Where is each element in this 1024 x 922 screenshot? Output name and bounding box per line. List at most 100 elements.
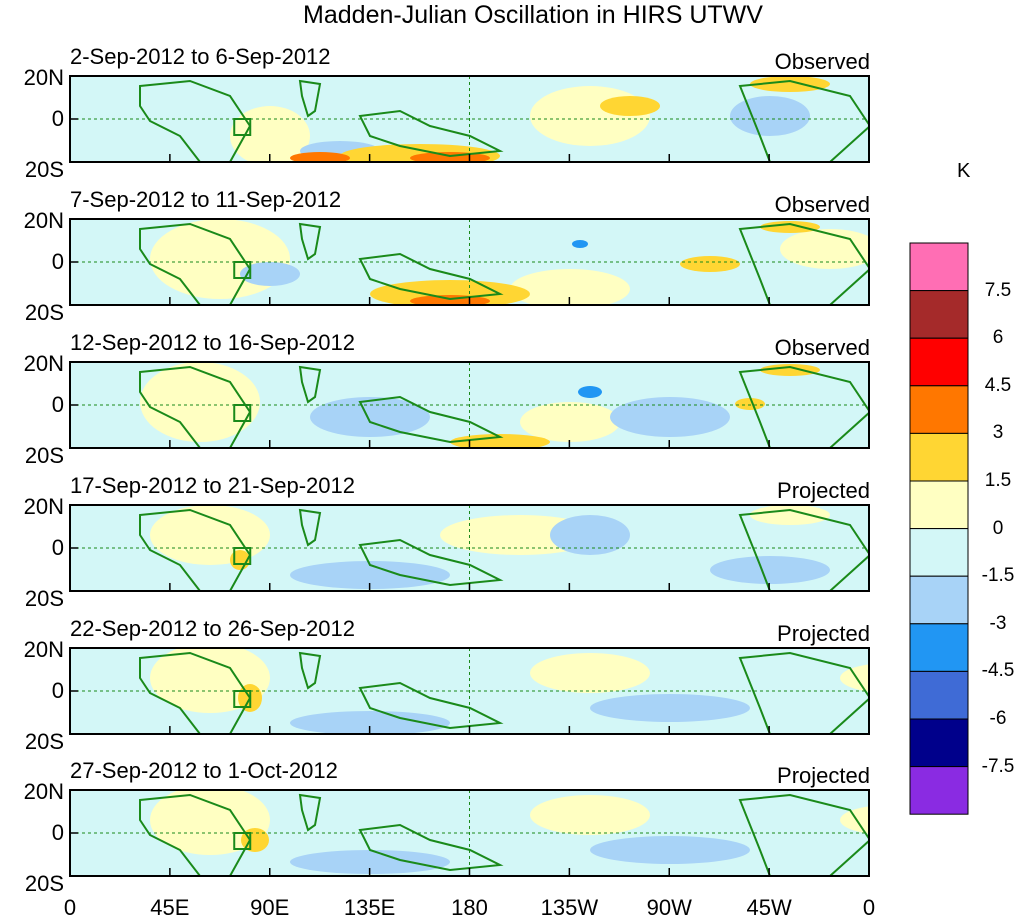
panel-status-label: Projected: [777, 621, 870, 646]
anomaly-contour: [290, 850, 450, 874]
y-tick-label: 0: [51, 392, 64, 417]
colorbar-level-label: -1.5: [981, 565, 1015, 587]
x-tick-label: 135W: [540, 895, 599, 920]
anomaly-contour: [530, 653, 650, 693]
coastline: [298, 793, 322, 832]
panel-status-label: Projected: [777, 478, 870, 503]
panel-1: [69, 75, 939, 163]
panel-status-label: Observed: [774, 192, 870, 217]
coastline: [738, 222, 869, 305]
region-box: [233, 261, 252, 279]
coastline: [358, 538, 504, 587]
panel-3: [69, 361, 870, 449]
colorbar-swatch: [909, 670, 969, 720]
coastline: [738, 79, 869, 162]
coastline: [139, 508, 252, 591]
colorbar-swatch: [909, 528, 969, 577]
coastline: [738, 365, 869, 448]
colorbar-level-label: -4.5: [981, 660, 1015, 682]
y-tick-label: 0: [51, 535, 64, 560]
anomaly-contour: [370, 280, 530, 305]
colorbar-level-label: 7.5: [984, 279, 1012, 301]
colorbar-level-label: 3: [992, 422, 1004, 444]
colorbar-swatch: [909, 337, 969, 387]
colorbar-swatch: [909, 385, 969, 434]
y-tick-label: 20N: [23, 351, 64, 376]
anomaly-contour: [680, 256, 740, 272]
anomaly-contour: [735, 398, 765, 410]
anomaly-contour: [572, 240, 588, 248]
panel-date-label: 7-Sep-2012 to 11-Sep-2012: [70, 187, 342, 212]
coastline: [358, 395, 504, 444]
anomaly-contour: [530, 86, 650, 146]
anomaly-contour: [290, 152, 350, 162]
y-tick-label: 20S: [24, 300, 64, 325]
colorbar-swatch: [909, 242, 969, 292]
region-box: [233, 690, 252, 708]
panel-5: [69, 647, 870, 735]
y-tick-label: 0: [51, 106, 64, 131]
coastline: [139, 651, 252, 734]
colorbar-unit: K: [957, 160, 971, 182]
colorbar-swatch: [909, 480, 969, 530]
anomaly-contour: [150, 219, 290, 299]
y-tick-label: 20N: [23, 494, 64, 519]
anomaly-contour: [578, 386, 602, 398]
coastline: [298, 365, 322, 404]
anomaly-contour: [590, 694, 750, 722]
colorbar-level-label: -7.5: [981, 755, 1015, 777]
colorbar: [909, 242, 969, 815]
panel-date-label: 17-Sep-2012 to 21-Sep-2012: [70, 473, 355, 498]
panel-2: [69, 218, 870, 306]
panel-4: [69, 504, 870, 592]
anomaly-contour: [450, 434, 550, 448]
anomaly-contour: [290, 711, 450, 734]
colorbar-level-label: -3: [989, 612, 1007, 634]
colorbar-swatch: [909, 718, 969, 768]
anomaly-contour: [550, 515, 630, 555]
y-tick-label: 20N: [23, 637, 64, 662]
colorbar-level-label: 6: [992, 327, 1004, 349]
coastline: [298, 651, 322, 690]
y-tick-label: 20S: [24, 871, 64, 896]
anomaly-contour: [140, 362, 260, 442]
anomaly-contour: [750, 76, 830, 92]
y-tick-label: 0: [51, 678, 64, 703]
anomaly-field: [70, 790, 869, 876]
coastline: [298, 222, 322, 261]
y-tick-label: 20S: [24, 157, 64, 182]
x-tick-label: 45W: [746, 895, 792, 920]
colorbar-level-label: 0: [992, 517, 1004, 539]
coastline: [358, 681, 504, 730]
region-box: [233, 832, 252, 850]
y-tick-label: 20N: [23, 65, 64, 90]
panel-status-label: Observed: [774, 335, 870, 360]
colorbar-swatch: [909, 623, 969, 672]
coastline: [139, 365, 252, 448]
anomaly-contour: [590, 836, 750, 864]
anomaly-contour: [310, 397, 430, 437]
x-tick-label: 90W: [646, 895, 692, 920]
anomaly-field: [70, 219, 869, 305]
panel-status-label: Observed: [774, 49, 870, 74]
y-tick-label: 20S: [24, 729, 64, 754]
anomaly-contour: [750, 505, 830, 525]
coastline: [738, 651, 869, 734]
coastline: [358, 823, 504, 872]
anomaly-field: [70, 648, 869, 734]
anomaly-contour: [510, 269, 630, 305]
anomaly-contour: [730, 96, 810, 136]
x-tick-label: 135E: [343, 895, 396, 920]
coastline: [139, 793, 252, 876]
y-tick-label: 0: [51, 249, 64, 274]
chart-title: Madden-Julian Oscillation in HIRS UTWV: [303, 1, 763, 29]
panel-date-label: 12-Sep-2012 to 16-Sep-2012: [70, 330, 355, 355]
panel-date-label: 27-Sep-2012 to 1-Oct-2012: [70, 758, 338, 783]
coastline: [738, 508, 869, 591]
panel-status-label: Projected: [777, 763, 870, 788]
panel-date-label: 2-Sep-2012 to 6-Sep-2012: [70, 44, 331, 69]
anomaly-contour: [600, 96, 660, 116]
anomaly-contour: [150, 790, 270, 855]
coastline: [900, 81, 939, 116]
